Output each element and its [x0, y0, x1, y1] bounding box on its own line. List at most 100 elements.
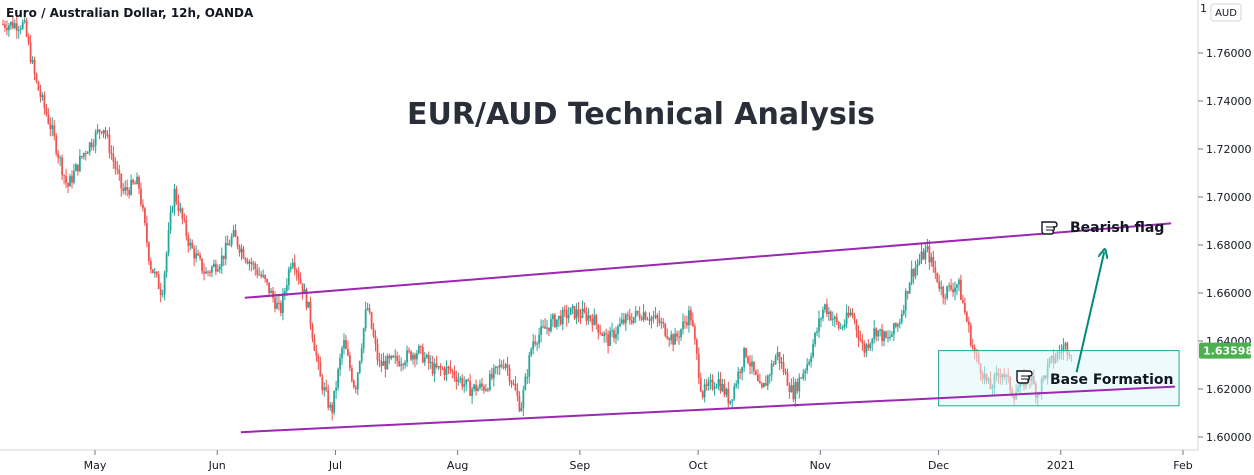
upper-trendline[interactable] [244, 222, 1172, 299]
candle-body [106, 134, 109, 136]
candle-body [891, 334, 893, 337]
candle-body [766, 375, 769, 386]
lower-trendline[interactable] [240, 385, 1176, 434]
candle-body [971, 345, 974, 348]
candle-body [611, 330, 613, 332]
candle-body [380, 361, 383, 366]
candle-body [796, 382, 799, 392]
candle-body [601, 333, 604, 336]
candle-body [132, 179, 134, 184]
candle-body [727, 388, 730, 404]
candle-body [784, 371, 787, 373]
candle-body [341, 348, 343, 359]
candle-body [193, 248, 196, 259]
candle-body [431, 361, 434, 374]
candle-body [382, 360, 385, 366]
base-formation-annotation: Base Formation [1016, 370, 1173, 388]
candle-body [246, 260, 249, 264]
candle-body [682, 321, 684, 330]
candle-body [240, 248, 243, 253]
candle-body [684, 321, 686, 323]
candle-body [969, 325, 972, 346]
price-axis[interactable]: 1.600001.620001.640001.660001.680001.700… [1198, 47, 1252, 444]
candle-body [774, 356, 777, 365]
candle-body [250, 261, 253, 264]
candle-body [264, 275, 267, 279]
candle-body [427, 354, 430, 364]
candle-body [35, 73, 38, 82]
price-tick-label: 1.72000 [1206, 143, 1252, 156]
breakout-arrow[interactable] [1075, 252, 1105, 373]
price-tick-label: 1.62000 [1206, 383, 1252, 396]
candle-body [417, 345, 420, 354]
candle-body [900, 313, 903, 323]
candle-body [90, 142, 93, 147]
candle-body [865, 344, 868, 353]
candle-body [725, 388, 728, 395]
candle-body [739, 371, 742, 374]
time-axis[interactable]: May Jun Jul Aug Sep Oct Nov Dec 2021 Feb [84, 450, 1193, 472]
candle-body [325, 387, 328, 391]
candle-body [620, 319, 623, 324]
candle-body [624, 314, 627, 324]
candle-body [859, 338, 862, 341]
candle-body [818, 318, 820, 332]
candle-body [145, 223, 148, 243]
candle-body [581, 308, 584, 318]
candle-body [762, 383, 765, 388]
candle-body [731, 399, 734, 401]
candle-body [603, 333, 606, 336]
candle-body [293, 262, 296, 271]
candle-body [910, 268, 913, 283]
candle-body [189, 242, 192, 246]
time-tick-label: Jun [208, 459, 226, 472]
candle-body [711, 379, 714, 389]
candle-body [534, 341, 537, 344]
candle-body [500, 364, 503, 367]
candle-body [705, 384, 708, 387]
candle-body [301, 283, 304, 294]
candle-body [157, 274, 160, 289]
candle-body [258, 274, 261, 276]
currency-badge[interactable]: AUD [1210, 3, 1242, 22]
candle-body [914, 267, 917, 277]
candle-body [555, 319, 558, 327]
time-tick-label: Aug [447, 459, 468, 472]
candle-body [337, 369, 339, 388]
candle-body [930, 257, 933, 263]
candle-body [961, 299, 964, 304]
candle-body [144, 208, 146, 224]
candle-body [291, 262, 294, 267]
bearish-flag-annotation: Bearish flag [1041, 220, 1164, 236]
candle-body [372, 328, 375, 337]
candle-body [703, 384, 706, 398]
candle-body [327, 390, 330, 408]
candle-body [632, 316, 635, 323]
candle-body [542, 326, 544, 328]
candle-body [37, 81, 40, 91]
candle-body [634, 311, 637, 317]
candle-body [343, 339, 345, 349]
candle-body [944, 297, 947, 299]
candle-body [370, 312, 373, 329]
price-tick-label: 1.66000 [1206, 287, 1252, 300]
candle-body [218, 266, 221, 270]
candle-body [467, 379, 470, 381]
candle-body [41, 95, 44, 98]
time-tick-label: 2021 [1047, 459, 1075, 472]
candle-body [350, 368, 353, 381]
candle-body [526, 376, 529, 378]
candle-body [615, 334, 617, 339]
candle-body [695, 339, 698, 354]
candle-body [216, 269, 219, 272]
candle-body [735, 383, 738, 387]
candle-body [78, 156, 81, 172]
candle-body [209, 271, 211, 273]
candle-body [73, 171, 75, 183]
candle-body [469, 380, 472, 396]
candle-body [652, 317, 655, 319]
candle-body [760, 383, 763, 388]
candle-body [421, 346, 424, 363]
candle-body [479, 383, 481, 388]
